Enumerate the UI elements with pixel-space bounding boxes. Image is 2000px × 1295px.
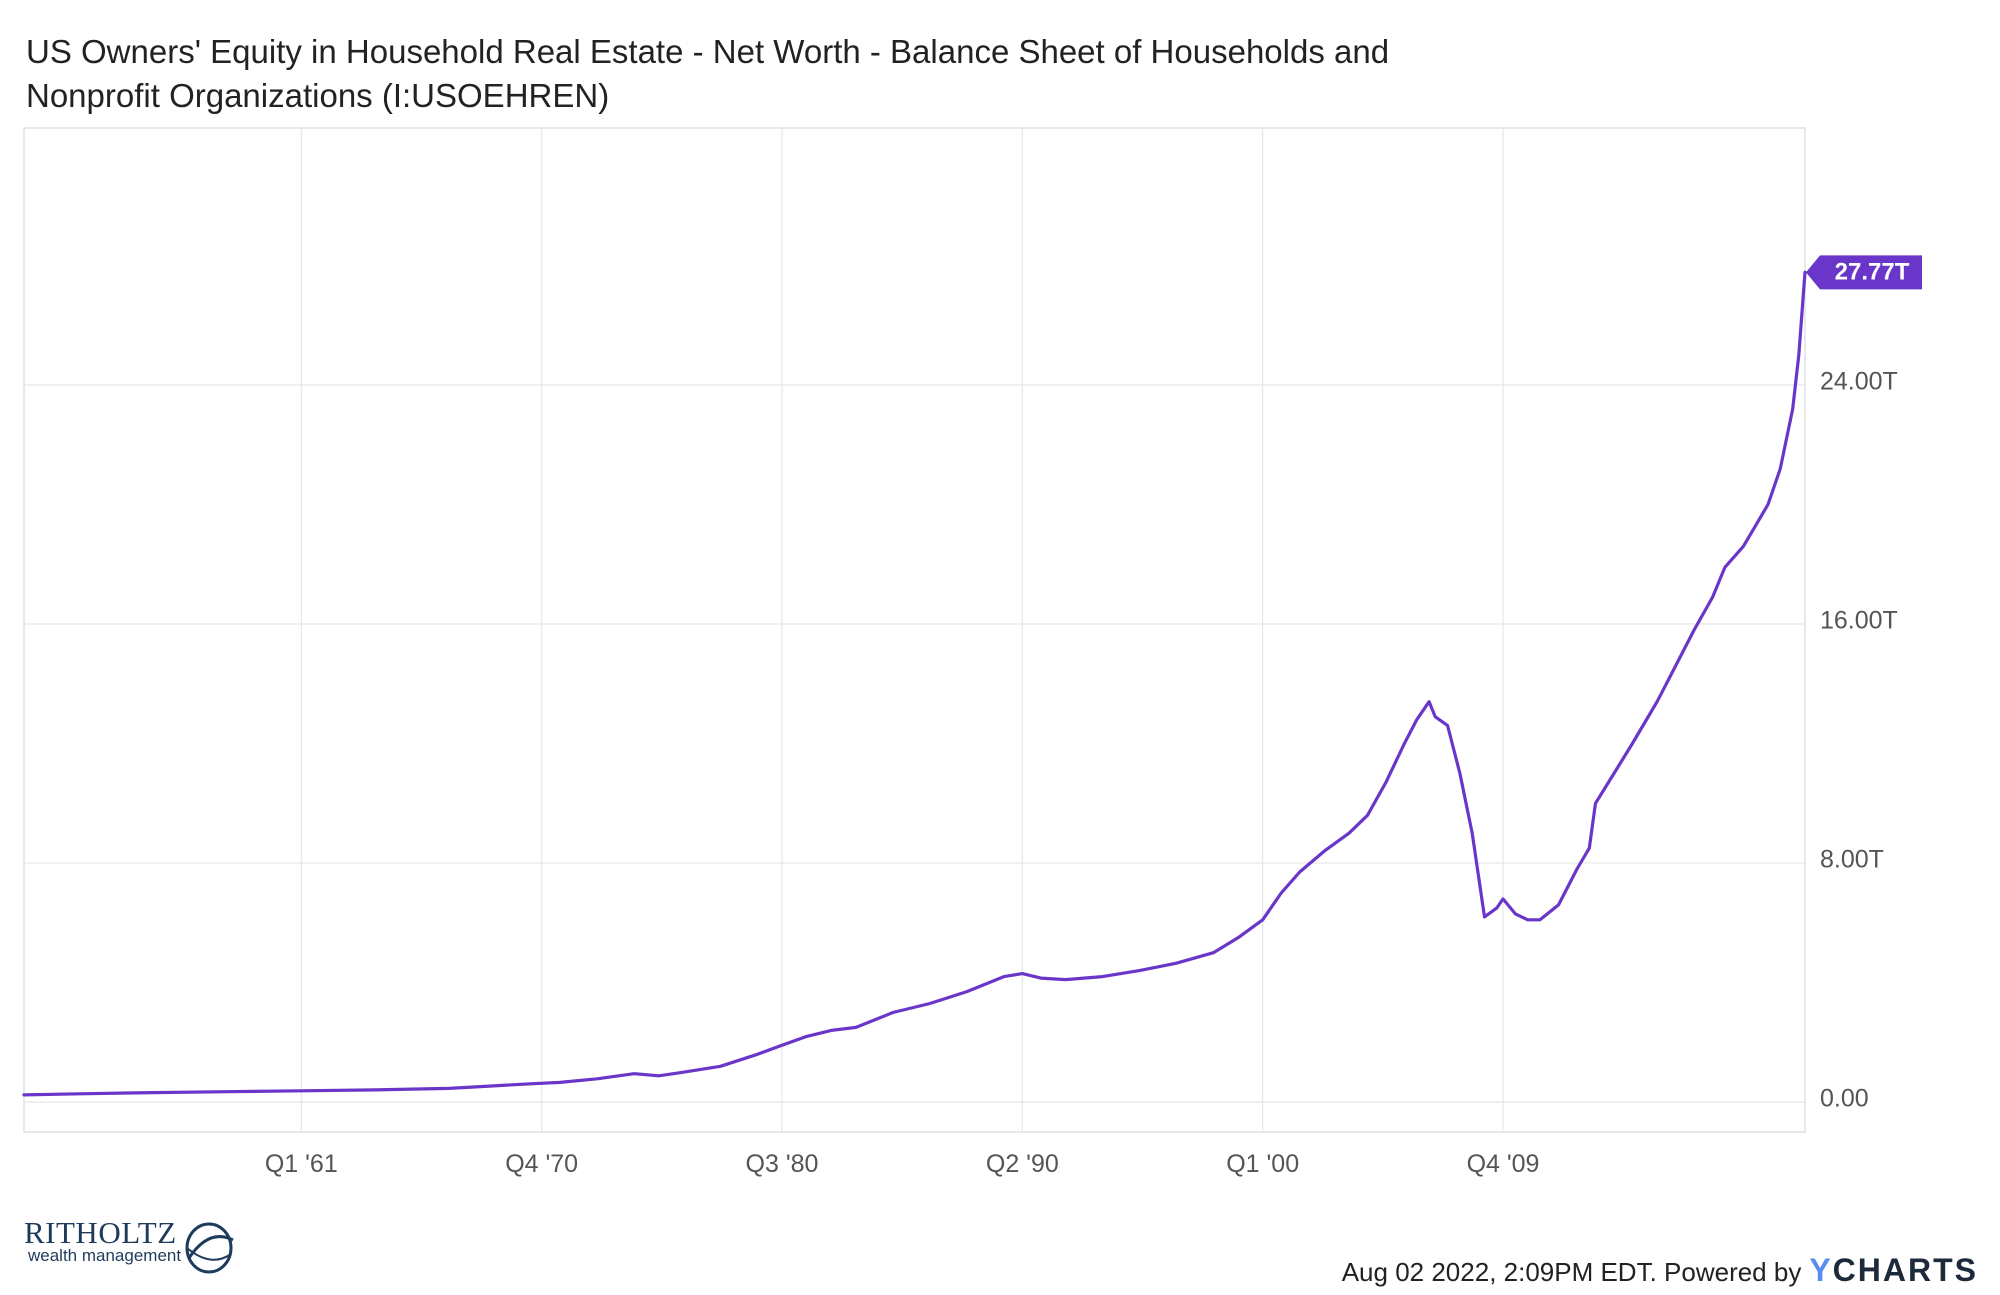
y-tick-label: 8.00T	[1820, 846, 1884, 874]
y-tick-label: 24.00T	[1820, 368, 1898, 396]
chart-title: US Owners' Equity in Household Real Esta…	[26, 30, 1426, 118]
y-tick-label: 0.00	[1820, 1085, 1869, 1113]
y-tick-label: 16.00T	[1820, 607, 1898, 635]
series-line	[22, 270, 1807, 1097]
logo-subtitle: wealth management	[28, 1246, 182, 1265]
x-tick-label: Q1 '00	[1226, 1150, 1299, 1178]
ycharts-logo-y: Y	[1809, 1252, 1833, 1288]
x-tick-label: Q1 '61	[265, 1150, 338, 1178]
chart-title-line1: US Owners' Equity in Household Real Esta…	[26, 33, 1390, 70]
footer-attribution: Aug 02 2022, 2:09PM EDT. Powered by YCHAR…	[1342, 1252, 1978, 1289]
ritholtz-logo: RITHOLTZ wealth management	[24, 1215, 234, 1274]
last-value-label: 27.77T	[1835, 259, 1910, 286]
x-tick-label: Q4 '09	[1467, 1150, 1540, 1178]
last-value-badge	[1806, 255, 1922, 290]
x-tick-label: Q3 '80	[746, 1150, 819, 1178]
globe-logo-icon	[185, 1222, 234, 1274]
x-tick-label: Q4 '70	[505, 1150, 578, 1178]
plot-area-frame	[23, 127, 1806, 1133]
logo-name: RITHOLTZ	[24, 1215, 177, 1250]
ycharts-logo-text: CHARTS	[1832, 1252, 1978, 1288]
ycharts-logo[interactable]: YCHARTS	[1809, 1252, 1978, 1288]
chart-title-line2: Nonprofit Organizations (I:USOEHREN)	[26, 77, 610, 114]
footer-timestamp: Aug 02 2022, 2:09PM EDT. Powered by	[1341, 1257, 1802, 1287]
x-tick-label: Q2 '90	[986, 1150, 1059, 1178]
